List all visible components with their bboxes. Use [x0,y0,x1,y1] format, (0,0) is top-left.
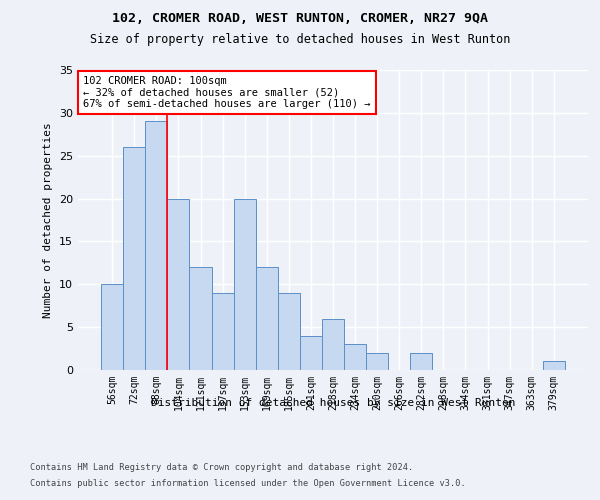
Bar [167,198,190,370]
Text: 102 CROMER ROAD: 100sqm
← 32% of detached houses are smaller (52)
67% of semi-de: 102 CROMER ROAD: 100sqm ← 32% of detache… [83,76,371,109]
Bar [212,293,233,370]
Bar [233,198,256,370]
Text: 102, CROMER ROAD, WEST RUNTON, CROMER, NR27 9QA: 102, CROMER ROAD, WEST RUNTON, CROMER, N… [112,12,488,26]
Bar [344,344,366,370]
Bar [300,336,322,370]
Text: Size of property relative to detached houses in West Runton: Size of property relative to detached ho… [90,32,510,46]
Text: Distribution of detached houses by size in West Runton: Distribution of detached houses by size … [151,398,515,407]
Bar [410,353,433,370]
Bar [278,293,300,370]
Y-axis label: Number of detached properties: Number of detached properties [43,122,53,318]
Bar [366,353,388,370]
Text: Contains public sector information licensed under the Open Government Licence v3: Contains public sector information licen… [30,479,466,488]
Bar [256,267,278,370]
Bar [190,267,212,370]
Bar [123,147,145,370]
Bar [145,122,167,370]
Bar [322,318,344,370]
Bar [101,284,123,370]
Text: Contains HM Land Registry data © Crown copyright and database right 2024.: Contains HM Land Registry data © Crown c… [30,462,413,471]
Bar [543,362,565,370]
